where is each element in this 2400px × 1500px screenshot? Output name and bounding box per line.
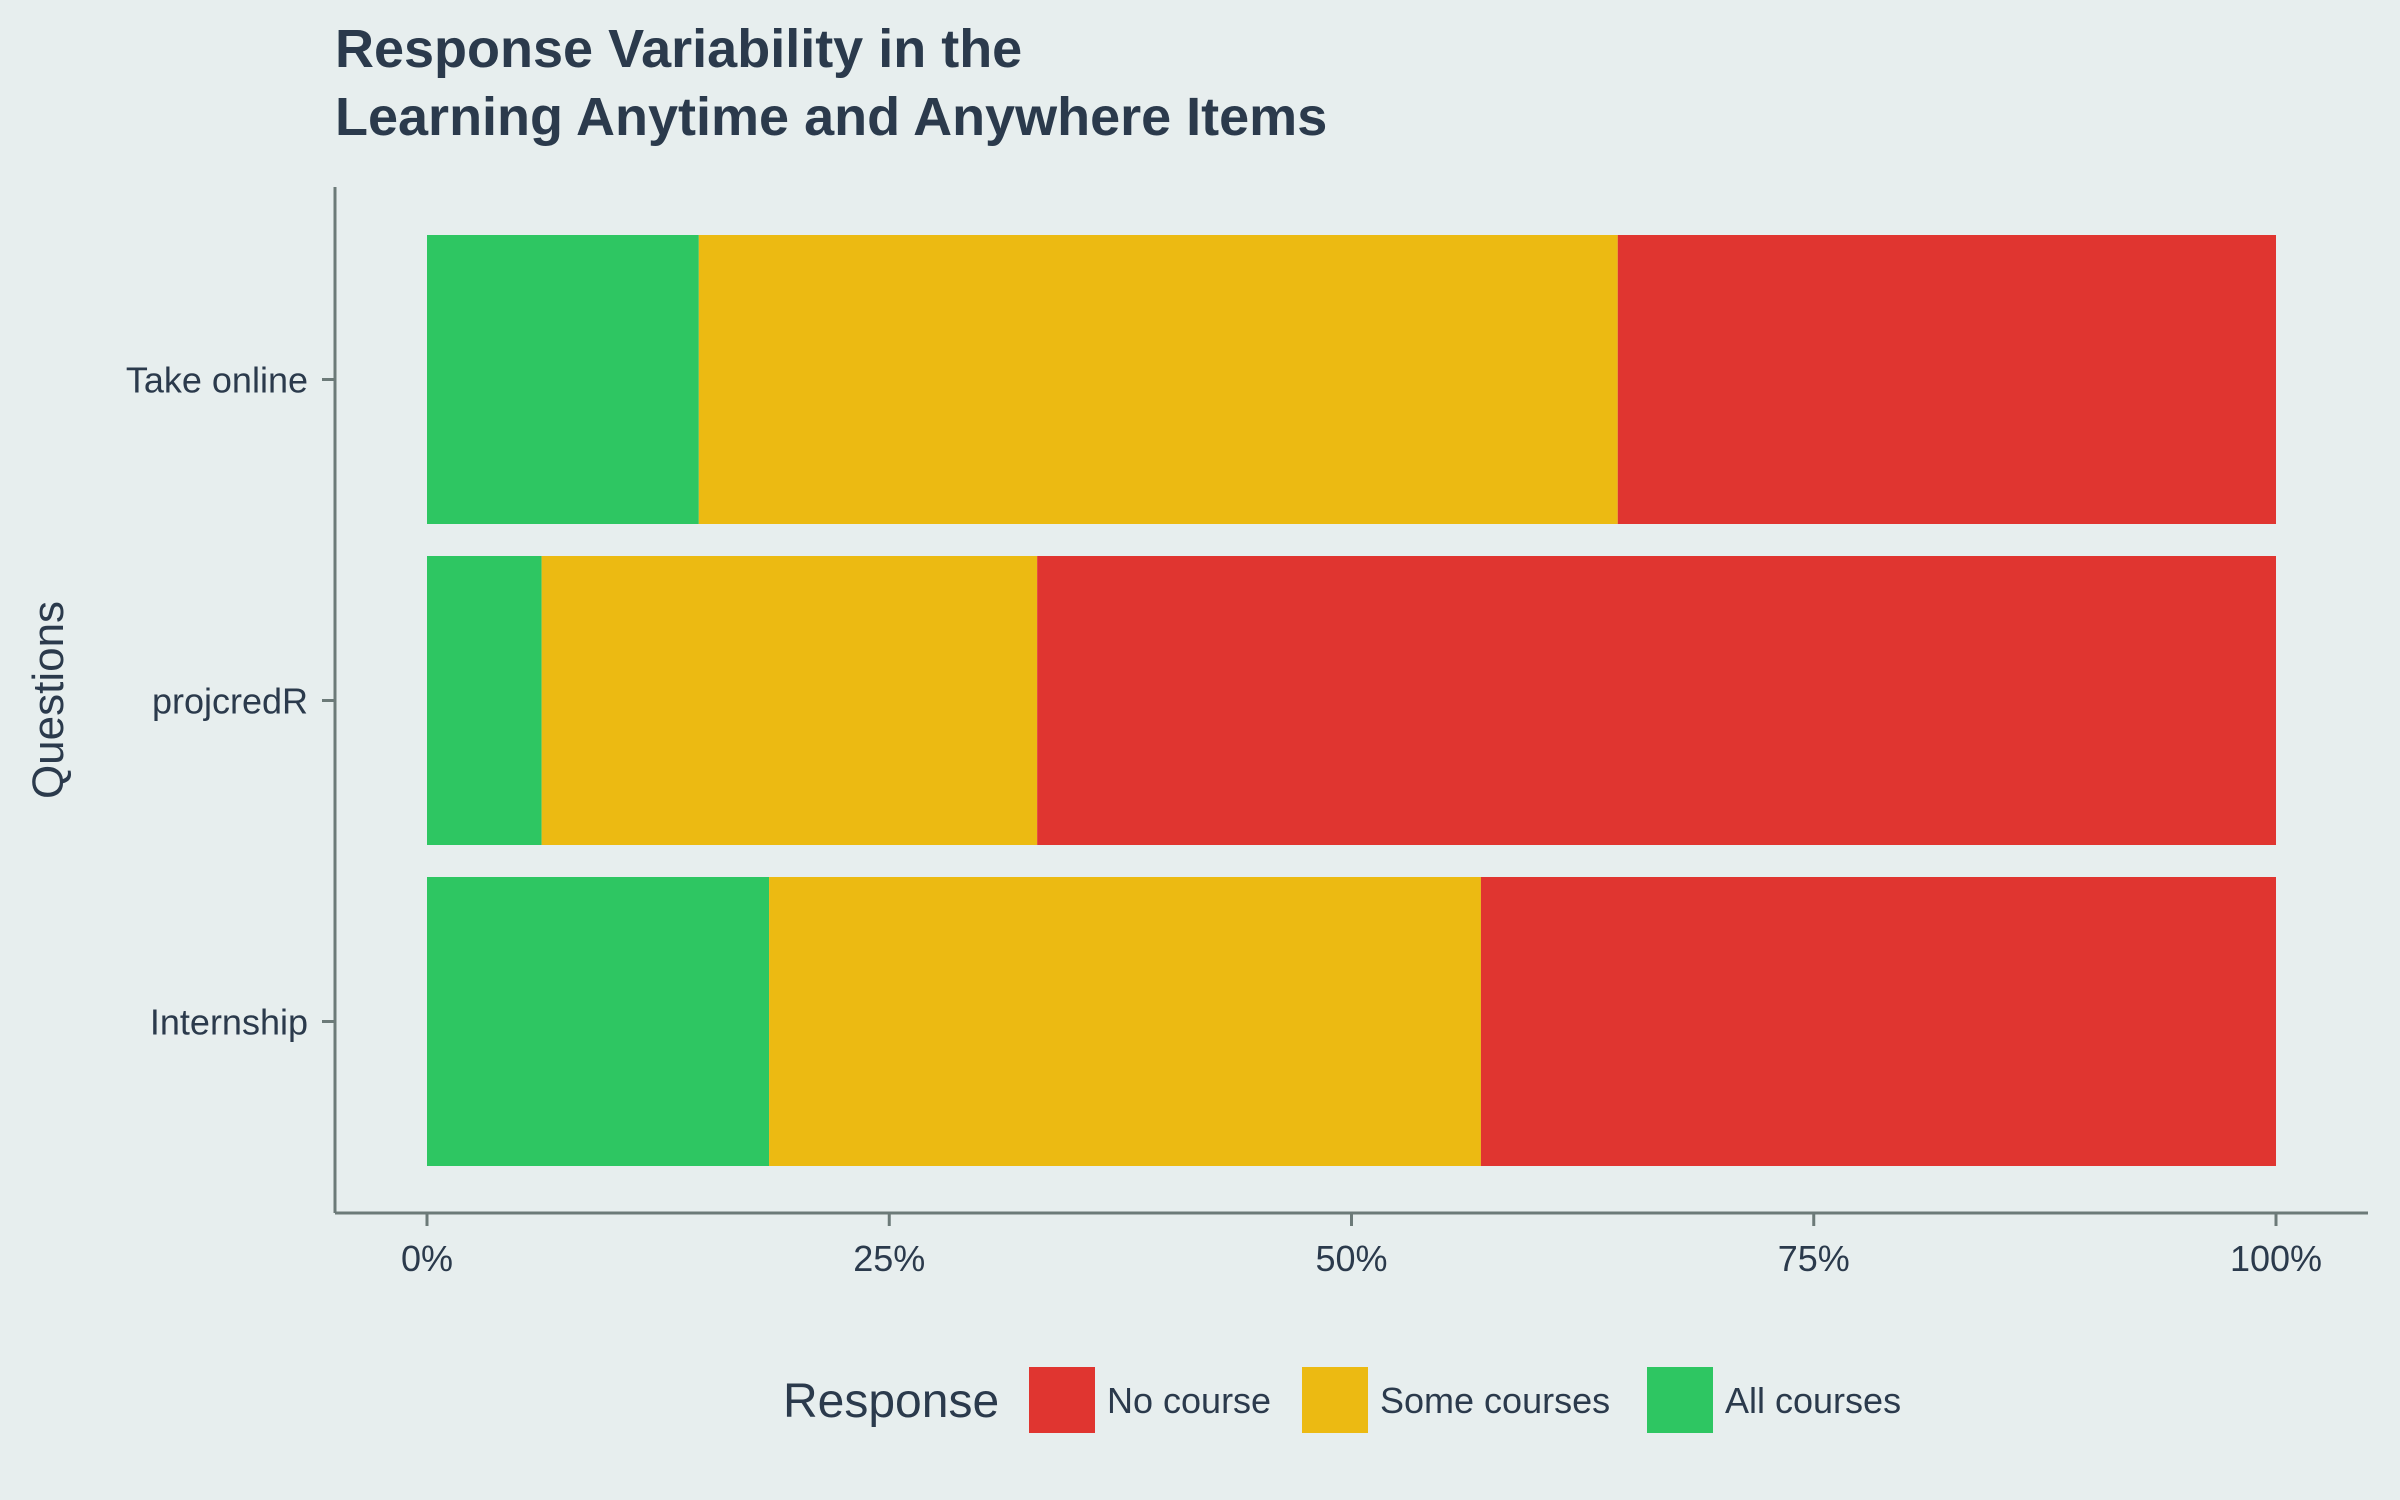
bars-layer	[427, 235, 2276, 1166]
legend-key-no-course	[1029, 1367, 1095, 1433]
axes-layer: Take online projcredR Internship 0% 25% 50% 75…	[126, 187, 2368, 1279]
x-tick-label-100: 100%	[2230, 1238, 2322, 1279]
y-tick-label-take-online: Take online	[126, 360, 308, 401]
x-tick-label-50: 50%	[1315, 1238, 1387, 1279]
legend-title: Response	[783, 1375, 999, 1428]
bar-internship-some-courses	[769, 877, 1481, 1166]
chart-title-line-2: Learning Anytime and Anywhere Items	[335, 87, 1327, 147]
legend-label-all-courses: All courses	[1725, 1380, 1901, 1421]
legend-key-some-courses	[1302, 1367, 1368, 1433]
y-tick-label-internship: Internship	[150, 1002, 308, 1043]
bar-take-online-no-course	[1617, 235, 2276, 524]
y-tick-label-projcredr: projcredR	[152, 681, 308, 722]
bar-projcredr-no-course	[1037, 556, 2276, 845]
x-tick-label-0: 0%	[401, 1238, 453, 1279]
bar-internship-no-course	[1480, 877, 2276, 1166]
bar-internship-all-courses	[427, 877, 770, 1166]
legend-label-no-course: No course	[1107, 1380, 1271, 1421]
bar-take-online-all-courses	[427, 235, 699, 524]
chart-title: Response Variability in the Learning Any…	[335, 19, 1327, 147]
bar-projcredr-all-courses	[427, 556, 542, 845]
bar-take-online-some-courses	[698, 235, 1618, 524]
bar-projcredr-some-courses	[541, 556, 1038, 845]
y-axis-title: Questions	[24, 601, 73, 799]
legend: Response No course Some courses All courses	[783, 1367, 1901, 1433]
legend-key-all-courses	[1647, 1367, 1713, 1433]
chart-title-line-1: Response Variability in the	[335, 19, 1022, 79]
x-tick-label-25: 25%	[853, 1238, 925, 1279]
legend-label-some-courses: Some courses	[1380, 1380, 1610, 1421]
x-tick-label-75: 75%	[1778, 1238, 1850, 1279]
